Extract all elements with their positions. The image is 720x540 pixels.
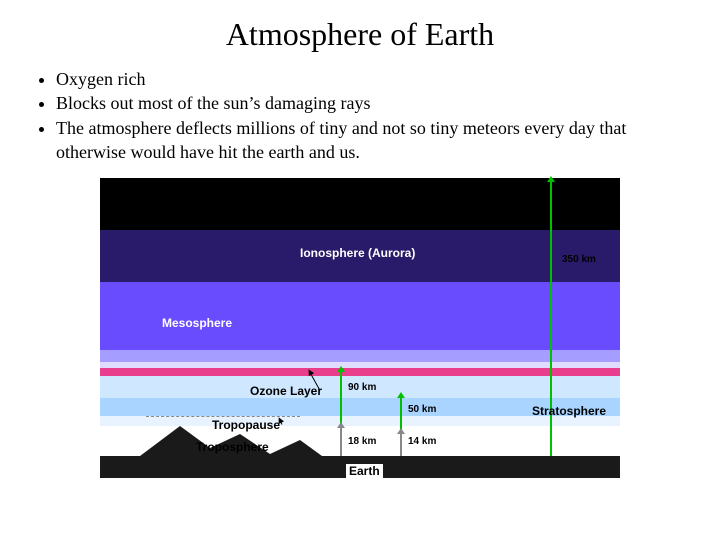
altitude-label: 350 km — [562, 254, 596, 265]
bullet-item: The atmosphere deflects millions of tiny… — [56, 116, 690, 165]
altitude-arrow — [340, 428, 342, 456]
layer-label: Tropopause — [212, 418, 280, 432]
altitude-label: 14 km — [408, 436, 436, 447]
layer-label: Earth — [346, 464, 383, 478]
bullet-item: Oxygen rich — [56, 67, 690, 91]
diagram-container: 350 km 90 km 50 km 18 km 14 km Ionosphere (Au… — [30, 178, 690, 478]
page-title: Atmosphere of Earth — [30, 16, 690, 53]
altitude-label: 90 km — [348, 382, 376, 393]
atmosphere-diagram: 350 km 90 km 50 km 18 km 14 km Ionosphere (Au… — [100, 178, 620, 478]
layer-label: Stratosphere — [532, 404, 606, 418]
layer-label: Mesosphere — [162, 316, 232, 330]
layer-label: Ionosphere (Aurora) — [300, 246, 415, 260]
altitude-label: 18 km — [348, 436, 376, 447]
bullet-list: Oxygen rich Blocks out most of the sun’s… — [30, 67, 690, 164]
layer-label: Ozone Layer — [250, 384, 322, 398]
slide: Atmosphere of Earth Oxygen rich Blocks o… — [0, 0, 720, 540]
altitude-arrow — [400, 434, 402, 456]
layer-label: Troposphere — [196, 440, 269, 454]
bullet-item: Blocks out most of the sun’s damaging ra… — [56, 91, 690, 115]
altitude-label: 50 km — [408, 404, 436, 415]
